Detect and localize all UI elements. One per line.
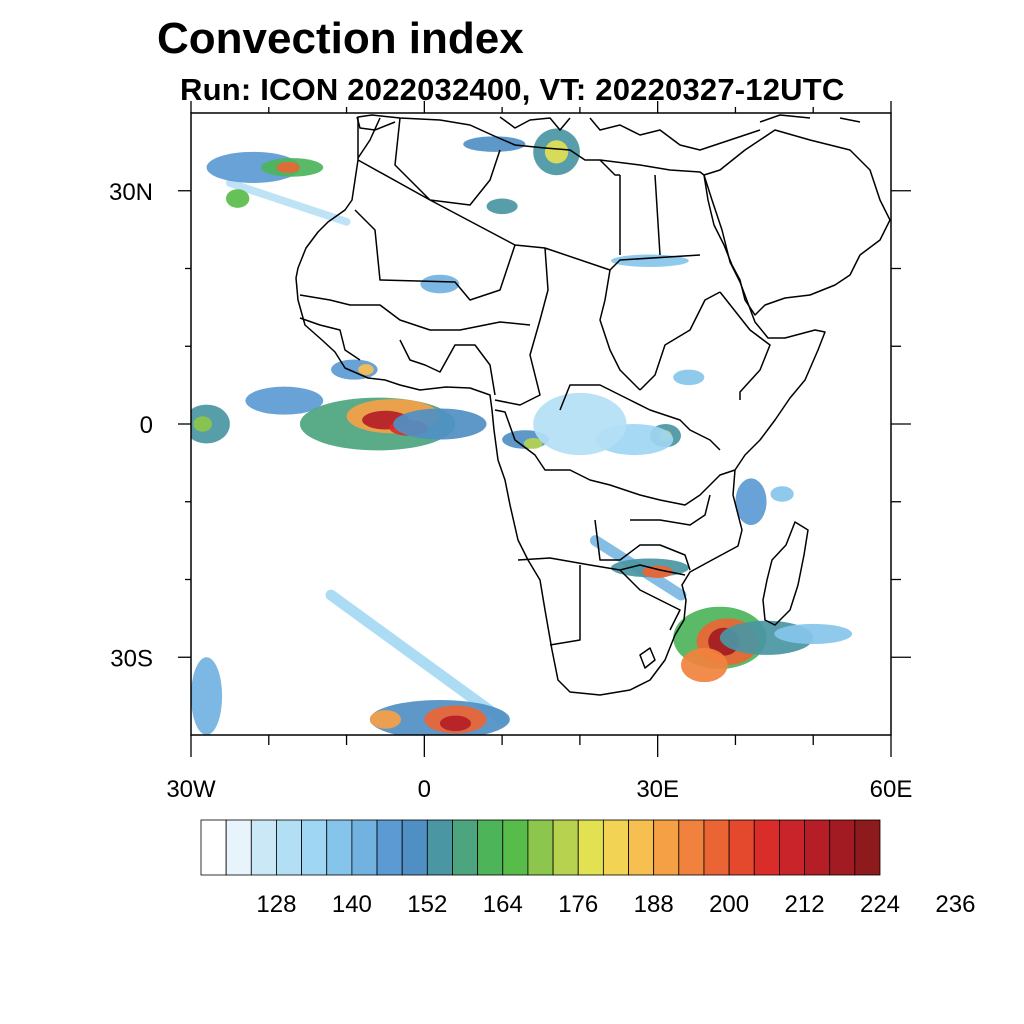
convection-cell-21 (681, 647, 728, 683)
colorbar: 128 140 152 164 176 188 200 212 224 236 (200, 819, 975, 918)
colorbar-swatch (452, 819, 479, 876)
convection-cell-33 (276, 161, 300, 173)
x-axis-label: 60E (870, 776, 913, 803)
y-axis-label: 30N (109, 179, 153, 206)
colorbar-swatch (854, 819, 881, 876)
colorbar-swatch (502, 819, 529, 876)
x-axis-label: 30W (166, 776, 216, 803)
convection-cell-23 (774, 623, 853, 645)
convection-cell-39 (420, 274, 460, 294)
madagascar-outline (762, 521, 809, 626)
convection-cell-41 (533, 392, 627, 456)
border-line (517, 519, 691, 646)
colorbar-swatch (552, 819, 579, 876)
colorbar-swatch (426, 819, 453, 876)
colorbar-swatch (200, 819, 227, 876)
convection-cell-1 (245, 386, 324, 415)
border-line (630, 494, 711, 669)
colorbar-swatch (250, 819, 277, 876)
colorbar-swatch (301, 819, 328, 876)
colorbar-swatch (527, 819, 554, 876)
convection-cell-38 (486, 198, 518, 215)
border-line (599, 159, 771, 400)
y-axis-label: 0 (140, 412, 153, 439)
convection-field (191, 128, 853, 735)
convection-band-3 (225, 179, 351, 226)
colorbar-swatch (728, 819, 755, 876)
colorbar-swatch (376, 819, 403, 876)
colorbar-swatch (577, 819, 604, 876)
colorbar-label: 188 (634, 891, 674, 918)
convection-cell-6 (393, 408, 487, 440)
colorbar-label: 140 (332, 891, 372, 918)
colorbar-swatch (276, 819, 302, 876)
colorbar-swatch (804, 819, 831, 876)
colorbar-swatch (628, 819, 655, 876)
colorbar-label: 236 (935, 891, 975, 918)
convection-cell-28 (439, 715, 472, 732)
convection-cell-25 (642, 565, 674, 578)
colorbar-label: 212 (785, 891, 825, 918)
europe-coastline (356, 114, 861, 151)
convection-cell-8 (193, 416, 213, 432)
colorbar-swatch (602, 819, 629, 876)
chart-title: Convection index (157, 14, 524, 63)
colorbar-swatch (351, 819, 378, 876)
border-line (354, 117, 546, 301)
colorbar-swatch (401, 819, 428, 876)
africa-coastline (295, 114, 826, 696)
convection-cell-17 (770, 486, 794, 502)
border-line (494, 247, 701, 406)
colorbar-swatch (678, 819, 705, 876)
colorbar-swatch (225, 819, 252, 876)
axis-ticks (178, 101, 911, 757)
convection-cell-42 (673, 369, 705, 386)
country-borders (295, 114, 891, 696)
y-axis-label: 30S (110, 645, 153, 672)
colorbar-label: 152 (407, 891, 447, 918)
colorbar-swatch (829, 819, 856, 876)
colorbar-label: 164 (483, 891, 523, 918)
colorbar-swatch (703, 819, 730, 876)
x-axis-label: 30E (636, 776, 679, 803)
colorbar-swatch (326, 819, 353, 876)
colorbar-label: 176 (558, 891, 598, 918)
axis-labels: 30N 0 30S 30W 0 30E 60E (109, 179, 912, 803)
convection-cell-29 (369, 710, 402, 729)
arabia-coastline (703, 129, 891, 316)
convection-cell-12 (523, 437, 543, 449)
convection-cell-16 (735, 478, 767, 526)
border-line (299, 294, 531, 396)
colorbar-swatch (477, 819, 504, 876)
convection-cell-10 (358, 364, 374, 376)
convection-cell-30 (191, 657, 223, 735)
colorbar-swatch (753, 819, 780, 876)
x-axis-label: 0 (418, 776, 431, 803)
colorbar-swatch (779, 819, 805, 876)
convection-cell-34 (226, 189, 250, 208)
convection-band-1 (325, 589, 508, 725)
colorbar-label: 200 (709, 891, 749, 918)
chart-subtitle: Run: ICON 2022032400, VT: 20220327-12UTC (180, 72, 845, 107)
colorbar-swatch (653, 819, 680, 876)
convection-cell-37 (544, 140, 569, 164)
border-line (494, 384, 736, 506)
convection-cell-35 (463, 136, 526, 152)
colorbar-label: 224 (860, 891, 900, 918)
colorbar-label: 128 (256, 891, 296, 918)
